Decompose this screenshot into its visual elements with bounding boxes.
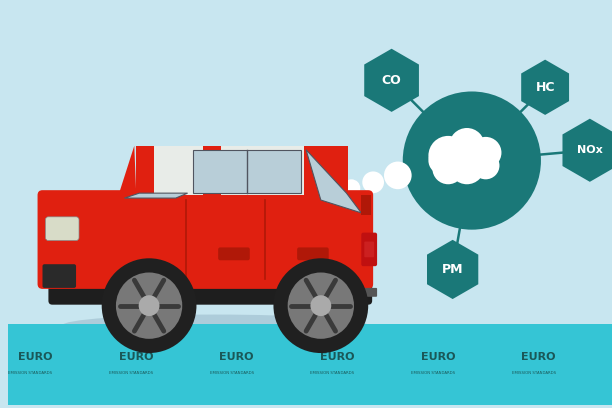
Bar bbox=[136, 146, 154, 195]
Text: EURO: EURO bbox=[320, 352, 354, 362]
Polygon shape bbox=[306, 150, 361, 213]
Circle shape bbox=[403, 91, 541, 230]
Text: EURO: EURO bbox=[521, 352, 556, 362]
Polygon shape bbox=[121, 195, 364, 210]
FancyBboxPatch shape bbox=[359, 288, 377, 297]
Polygon shape bbox=[124, 193, 188, 198]
Bar bbox=[193, 150, 301, 193]
Circle shape bbox=[116, 273, 182, 339]
Bar bbox=[8, 324, 612, 406]
Text: EURO: EURO bbox=[18, 352, 53, 362]
Circle shape bbox=[428, 147, 456, 174]
FancyBboxPatch shape bbox=[297, 247, 329, 260]
Polygon shape bbox=[119, 146, 136, 195]
Circle shape bbox=[274, 258, 368, 353]
FancyBboxPatch shape bbox=[218, 247, 250, 260]
Circle shape bbox=[472, 152, 499, 180]
FancyBboxPatch shape bbox=[45, 217, 79, 241]
Circle shape bbox=[288, 273, 354, 339]
Polygon shape bbox=[562, 119, 612, 182]
Circle shape bbox=[432, 153, 464, 184]
Polygon shape bbox=[521, 60, 569, 115]
Circle shape bbox=[139, 295, 160, 316]
Text: EMISSION STANDARDS: EMISSION STANDARDS bbox=[109, 371, 153, 375]
FancyBboxPatch shape bbox=[37, 190, 373, 289]
FancyBboxPatch shape bbox=[361, 233, 377, 266]
Circle shape bbox=[102, 258, 196, 353]
Polygon shape bbox=[42, 195, 121, 279]
Text: EMISSION STANDARDS: EMISSION STANDARDS bbox=[411, 371, 455, 375]
Text: EURO: EURO bbox=[420, 352, 455, 362]
Text: 2: 2 bbox=[160, 348, 185, 382]
Bar bbox=[136, 146, 348, 195]
FancyBboxPatch shape bbox=[42, 264, 76, 288]
Text: EMISSION STANDARDS: EMISSION STANDARDS bbox=[209, 371, 254, 375]
Circle shape bbox=[384, 162, 412, 189]
Text: CO: CO bbox=[382, 74, 401, 87]
Text: EMISSION STANDARDS: EMISSION STANDARDS bbox=[512, 371, 556, 375]
Circle shape bbox=[310, 295, 331, 316]
Text: 5: 5 bbox=[462, 348, 487, 382]
Circle shape bbox=[470, 137, 501, 169]
Text: 3: 3 bbox=[261, 348, 286, 382]
Bar bbox=[304, 146, 348, 195]
Circle shape bbox=[449, 128, 485, 164]
Text: 4: 4 bbox=[362, 348, 387, 382]
FancyBboxPatch shape bbox=[364, 242, 374, 257]
Text: PM: PM bbox=[442, 263, 463, 276]
Text: HC: HC bbox=[536, 81, 555, 94]
Polygon shape bbox=[364, 49, 419, 112]
Ellipse shape bbox=[62, 315, 368, 336]
Text: EURO: EURO bbox=[119, 352, 153, 362]
Text: 6: 6 bbox=[563, 348, 588, 382]
Bar bbox=[203, 146, 221, 195]
Text: EMISSION STANDARDS: EMISSION STANDARDS bbox=[310, 371, 354, 375]
Text: NOx: NOx bbox=[577, 145, 603, 155]
FancyBboxPatch shape bbox=[48, 275, 372, 305]
Circle shape bbox=[343, 180, 360, 197]
Polygon shape bbox=[427, 240, 479, 299]
Text: EURO: EURO bbox=[219, 352, 254, 362]
Text: EMISSION STANDARDS: EMISSION STANDARDS bbox=[8, 371, 53, 375]
Circle shape bbox=[362, 171, 384, 193]
Text: 1: 1 bbox=[59, 348, 84, 382]
Circle shape bbox=[449, 149, 485, 184]
Circle shape bbox=[428, 136, 468, 175]
Polygon shape bbox=[361, 195, 371, 215]
Circle shape bbox=[327, 186, 340, 200]
